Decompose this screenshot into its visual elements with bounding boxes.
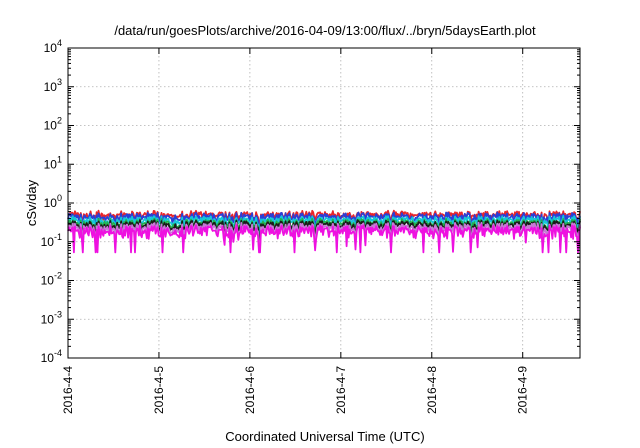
- x-tick-label: 2016-4-9: [516, 366, 530, 414]
- y-tick-label: 10-1: [41, 232, 62, 249]
- x-tick-label: 2016-4-5: [152, 366, 166, 414]
- y-tick-labels: 10-4 10-3 10-2 10-1 100 101 102 103 104: [41, 38, 62, 365]
- x-tick-label: 2016-4-8: [425, 366, 439, 414]
- y-tick-label: 101: [44, 154, 62, 171]
- y-tick-label: 10-2: [41, 271, 62, 288]
- series-line: [67, 221, 581, 251]
- y-tick-label: 104: [44, 38, 62, 55]
- x-axis-label: Coordinated Universal Time (UTC): [225, 429, 424, 444]
- x-tick-labels: 2016-4-4 2016-4-5 2016-4-6 2016-4-7 2016-4-8…: [61, 366, 530, 414]
- series-line: [67, 224, 581, 254]
- x-tick-label: 2016-4-4: [61, 366, 75, 414]
- y-axis-label: cSv/day: [24, 179, 39, 226]
- chart-title: /data/run/goesPlots/archive/2016-04-09/1…: [114, 23, 536, 38]
- grid: [68, 48, 580, 358]
- y-tick-label: 103: [44, 77, 62, 94]
- y-tick-label: 10-3: [41, 309, 62, 326]
- y-tick-label: 100: [44, 193, 62, 210]
- ticks: [67, 47, 580, 359]
- x-tick-label: 2016-4-7: [334, 366, 348, 414]
- y-tick-label: 10-4: [41, 348, 62, 365]
- y-tick-label: 102: [44, 116, 62, 133]
- x-tick-label: 2016-4-6: [243, 366, 257, 414]
- series-group: [67, 209, 581, 254]
